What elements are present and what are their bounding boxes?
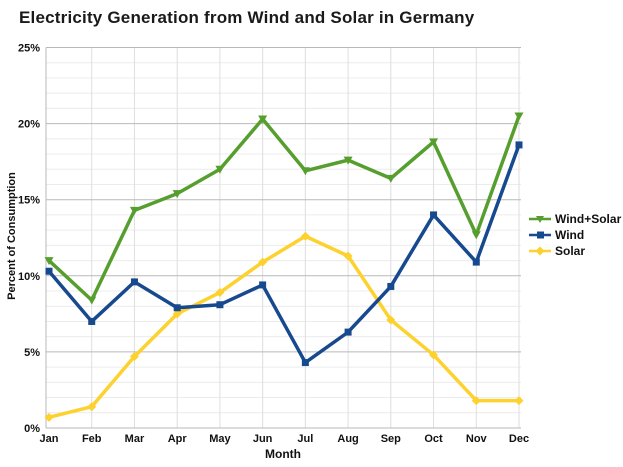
- series-line-Wind+Solar: [47, 114, 521, 302]
- marker-Wind+Solar-Mar: [129, 206, 139, 215]
- marker-Solar-Apr: [172, 309, 182, 319]
- marker-Wind+Solar-Feb: [87, 296, 97, 305]
- x-tick-label-Feb: Feb: [82, 433, 102, 445]
- y-tick-label-20%: 20%: [18, 119, 40, 131]
- legend-swatch-wind: [529, 231, 551, 239]
- marker-Wind-Mar: [130, 278, 138, 286]
- x-tick-label-Aug: Aug: [337, 433, 358, 445]
- x-tick-label-Mar: Mar: [125, 433, 145, 445]
- marker-Wind-Sep: [387, 282, 395, 290]
- legend-item-wind: Wind: [529, 228, 621, 242]
- marker-Wind-Jun: [259, 281, 267, 289]
- legend: Wind+Solar Wind Solar: [529, 212, 621, 258]
- marker-Solar-May: [215, 288, 225, 298]
- marker-Solar-Nov: [471, 396, 481, 406]
- marker-Wind+Solar-Jan: [44, 257, 54, 266]
- marker-Wind-May: [216, 301, 224, 309]
- legend-item-solar: Solar: [529, 244, 621, 258]
- marker-Wind+Solar-Jul: [300, 167, 310, 176]
- marker-Solar-Feb: [87, 402, 97, 412]
- marker-Wind+Solar-Jun: [258, 115, 268, 124]
- marker-Wind+Solar-Apr: [172, 190, 182, 199]
- legend-marker-Wind+Solar: [536, 216, 544, 223]
- y-tick-label-15%: 15%: [18, 195, 40, 207]
- y-tick-label-10%: 10%: [18, 271, 40, 283]
- marker-Wind-Aug: [344, 328, 352, 336]
- x-tick-label-Dec: Dec: [509, 433, 529, 445]
- marker-Wind-Feb: [88, 317, 96, 325]
- marker-Solar-Jun: [258, 257, 268, 267]
- x-tick-label-Sep: Sep: [381, 433, 401, 445]
- marker-Wind-Jan: [45, 267, 53, 275]
- marker-Solar-Dec: [514, 396, 524, 406]
- marker-Solar-Oct: [429, 350, 439, 360]
- legend-item-wind-solar: Wind+Solar: [529, 212, 621, 226]
- series-line-Solar: [47, 234, 521, 420]
- marker-Solar-Jul: [300, 231, 310, 241]
- legend-label-wind: Wind: [555, 228, 585, 242]
- legend-label-wind-solar: Wind+Solar: [555, 212, 622, 226]
- marker-Wind-Oct: [430, 211, 438, 219]
- marker-Solar-Mar: [129, 351, 139, 361]
- marker-Wind+Solar-May: [215, 165, 225, 174]
- legend-marker-Solar: [535, 246, 545, 256]
- legend-label-solar: Solar: [555, 244, 586, 258]
- marker-Wind+Solar-Sep: [386, 174, 396, 183]
- legend-swatch-solar: [529, 246, 551, 256]
- marker-Wind+Solar-Aug: [343, 156, 353, 165]
- x-tick-label-Oct: Oct: [424, 433, 443, 445]
- marker-Wind+Solar-Dec: [514, 112, 524, 121]
- legend-marker-Wind: [537, 231, 544, 239]
- marker-Solar-Sep: [386, 315, 396, 325]
- x-tick-label-Nov: Nov: [466, 433, 488, 445]
- marker-Solar-Aug: [343, 251, 353, 261]
- y-tick-label-25%: 25%: [18, 43, 40, 55]
- x-tick-label-Apr: Apr: [168, 433, 188, 445]
- series-line-Wind: [47, 143, 521, 365]
- x-tick-label-Jul: Jul: [297, 433, 313, 445]
- chart-title: Electricity Generation from Wind and Sol…: [19, 8, 475, 27]
- legend-swatch-wind-solar: [529, 216, 551, 223]
- marker-Wind+Solar-Nov: [471, 231, 481, 240]
- y-tick-label-0%: 0%: [24, 423, 40, 435]
- x-tick-label-Jan: Jan: [40, 433, 59, 445]
- marker-Wind-Dec: [515, 141, 523, 149]
- x-tick-label-Jun: Jun: [253, 433, 273, 445]
- marker-Solar-Jan: [44, 412, 54, 422]
- marker-Wind-Jul: [301, 359, 309, 367]
- x-tick-label-May: May: [209, 433, 231, 445]
- marker-Wind+Solar-Oct: [429, 138, 439, 147]
- marker-Wind-Apr: [173, 304, 181, 312]
- y-tick-label-5%: 5%: [24, 347, 40, 359]
- x-axis-title: Month: [265, 447, 301, 461]
- marker-Wind-Nov: [472, 258, 480, 266]
